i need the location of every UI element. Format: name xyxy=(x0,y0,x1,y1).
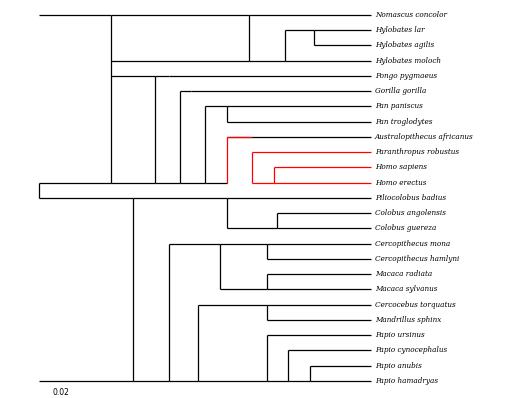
Text: Paranthropus robustus: Paranthropus robustus xyxy=(375,148,459,156)
Text: Cercopithecus hamlyni: Cercopithecus hamlyni xyxy=(375,255,459,263)
Text: Hylobates moloch: Hylobates moloch xyxy=(375,57,441,65)
Text: Mandrillus sphinx: Mandrillus sphinx xyxy=(375,316,441,324)
Text: Pan troglodytes: Pan troglodytes xyxy=(375,118,432,126)
Text: Homo erectus: Homo erectus xyxy=(375,179,427,187)
Text: Piliocolobus badius: Piliocolobus badius xyxy=(375,194,446,202)
Text: Hylobates lar: Hylobates lar xyxy=(375,26,424,34)
Text: 0.02: 0.02 xyxy=(52,388,69,397)
Text: Pongo pygmaeus: Pongo pygmaeus xyxy=(375,72,437,80)
Text: Cercocebus torquatus: Cercocebus torquatus xyxy=(375,301,456,309)
Text: Hylobates agilis: Hylobates agilis xyxy=(375,41,434,49)
Text: Nomascus concolor: Nomascus concolor xyxy=(375,11,447,19)
Text: Papio anubis: Papio anubis xyxy=(375,362,422,370)
Text: Papio hamadryas: Papio hamadryas xyxy=(375,377,438,385)
Text: Homo sapiens: Homo sapiens xyxy=(375,164,427,172)
Text: Pan paniscus: Pan paniscus xyxy=(375,102,423,111)
Text: Colobus guereza: Colobus guereza xyxy=(375,224,437,232)
Text: Gorilla gorilla: Gorilla gorilla xyxy=(375,87,427,95)
Text: Macaca sylvanus: Macaca sylvanus xyxy=(375,285,438,293)
Text: Australopithecus africanus: Australopithecus africanus xyxy=(375,133,474,141)
Text: Colobus angolensis: Colobus angolensis xyxy=(375,209,446,217)
Text: Cercopithecus mona: Cercopithecus mona xyxy=(375,240,450,248)
Text: Macaca radiata: Macaca radiata xyxy=(375,270,432,278)
Text: Papio ursinus: Papio ursinus xyxy=(375,331,425,339)
Text: Papio cynocephalus: Papio cynocephalus xyxy=(375,346,447,355)
